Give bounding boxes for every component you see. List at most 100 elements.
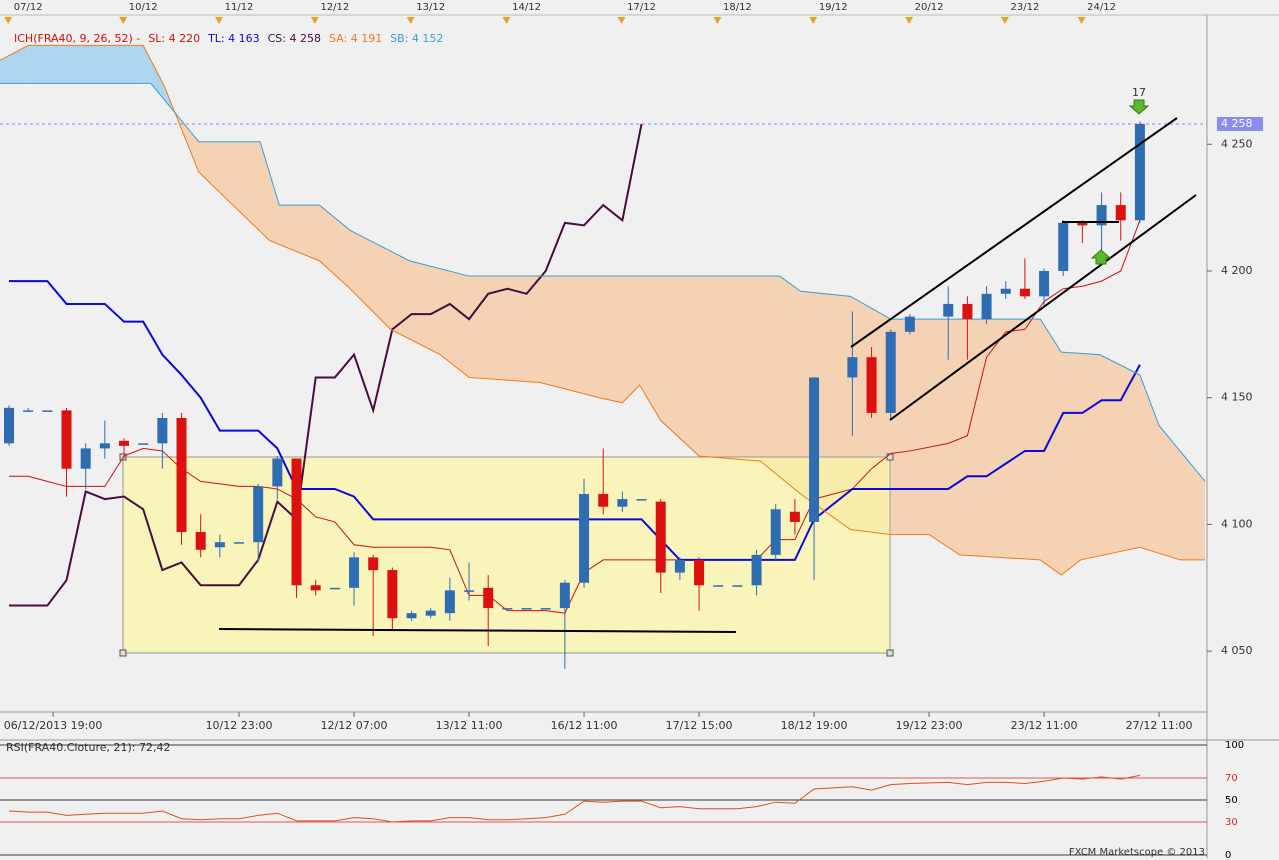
rsi-tick-label: 50 (1225, 795, 1238, 806)
candle-body (61, 410, 72, 469)
candle-body (4, 407, 15, 444)
cloud-fill (760, 276, 780, 477)
candle-body (770, 509, 781, 555)
candles (4, 121, 1145, 669)
candle-body (962, 303, 973, 320)
top-date-label: 19/12 (819, 2, 848, 13)
candle-body (483, 587, 494, 609)
cloud-fill (28, 45, 144, 84)
x-tick-label: 18/12 19:00 (781, 719, 848, 732)
down-arrow (1128, 99, 1150, 115)
rsi-tick-label: 0 (1225, 850, 1231, 860)
cloud-fill (198, 141, 261, 232)
cloud-fill (779, 276, 801, 495)
candle-body (80, 448, 91, 469)
support-line (218, 628, 737, 633)
top-date-label: 14/12 (512, 2, 541, 13)
date-marker (809, 17, 818, 24)
candle-body (598, 494, 609, 507)
candle-body (1039, 270, 1050, 297)
cloud-fill (440, 268, 470, 378)
y-tick-label: 4 200 (1221, 264, 1253, 277)
candle-body (349, 557, 360, 588)
legend-entry: SA: 4 191 (329, 32, 382, 45)
date-marker (713, 17, 722, 24)
indicator-lines (0, 44, 1207, 614)
cloud-fill (150, 60, 165, 100)
legend-entry: CS: 4 258 (268, 32, 321, 45)
candle-body (885, 331, 896, 413)
candle-body (444, 590, 455, 614)
candle-body (291, 458, 302, 586)
legend-entry: SB: 4 152 (390, 32, 443, 45)
candle-body (617, 499, 628, 507)
candle-body (253, 486, 264, 543)
indicator-line (9, 220, 1141, 614)
candle-body (904, 316, 915, 332)
candle-body (272, 458, 283, 487)
rsi-tick-label: 100 (1225, 740, 1244, 751)
rsi-tick-label: 30 (1225, 817, 1238, 828)
candle-body (579, 494, 590, 583)
rsi-tick-label: 70 (1225, 773, 1238, 784)
cloud-fill (660, 276, 700, 457)
channel-line (889, 194, 1197, 421)
handle (886, 649, 894, 657)
candle-body (1115, 205, 1126, 221)
x-tick-label: 23/12 11:00 (1011, 719, 1078, 732)
channel-line (850, 117, 1178, 348)
cloud-fill (0, 45, 29, 84)
handle (886, 453, 894, 461)
candle-body (1134, 123, 1145, 221)
handle (119, 649, 127, 657)
candle-body (1058, 222, 1069, 271)
candle-body (943, 303, 954, 317)
candle-body (559, 582, 570, 609)
indicator-line (0, 82, 1206, 482)
top-date-label: 24/12 (1087, 2, 1116, 13)
cloud-fill (929, 319, 960, 555)
candle-body (406, 613, 417, 619)
top-date-label: 18/12 (723, 2, 752, 13)
price-label-bg (1217, 116, 1263, 131)
candle-body (847, 357, 858, 378)
candle-body (234, 542, 245, 544)
price-label: 4 258 (1221, 117, 1253, 130)
cloud-fill (890, 319, 930, 535)
candle-body (425, 610, 436, 616)
cloud-fill (622, 276, 640, 403)
top-date-label: 11/12 (225, 2, 254, 13)
date-marker (617, 17, 626, 24)
candle-body (138, 443, 149, 445)
cloud-fill (599, 276, 623, 403)
candle-body (42, 410, 53, 412)
candle-body (195, 532, 206, 550)
cloud-fill (539, 276, 600, 398)
candle-body (387, 570, 398, 619)
legend-entry: ICH(FRA40, 9, 26, 52) - (14, 32, 140, 45)
x-tick-label: 12/12 07:00 (321, 719, 388, 732)
candle-body (1077, 222, 1088, 226)
legend: ICH(FRA40, 9, 26, 52) - SL: 4 220 TL: 4 16… (14, 32, 443, 45)
date-marker (1000, 17, 1009, 24)
cloud-fill (959, 319, 1041, 560)
candle-body (214, 542, 225, 548)
legend-entry: SL: 4 220 (148, 32, 200, 45)
candle-body (464, 590, 475, 592)
candle-body (636, 499, 647, 501)
candle-body (99, 443, 110, 449)
candle-body (866, 357, 877, 413)
cloud-fill (1159, 425, 1181, 560)
candle-body (655, 501, 666, 573)
range-rectangle (122, 456, 891, 654)
x-tick-label: 19/12 23:00 (896, 719, 963, 732)
date-marker (905, 17, 914, 24)
candle-body (502, 608, 513, 610)
cloud-fill (409, 260, 441, 355)
cloud-fill (1061, 352, 1081, 576)
candle-body (176, 417, 187, 533)
rsi-title: RSI(FRA40.Cloture, 21): 72,42 (6, 741, 170, 754)
cloud-fill (1099, 354, 1140, 556)
candle-body (540, 608, 551, 610)
y-tick-label: 4 100 (1221, 517, 1253, 530)
